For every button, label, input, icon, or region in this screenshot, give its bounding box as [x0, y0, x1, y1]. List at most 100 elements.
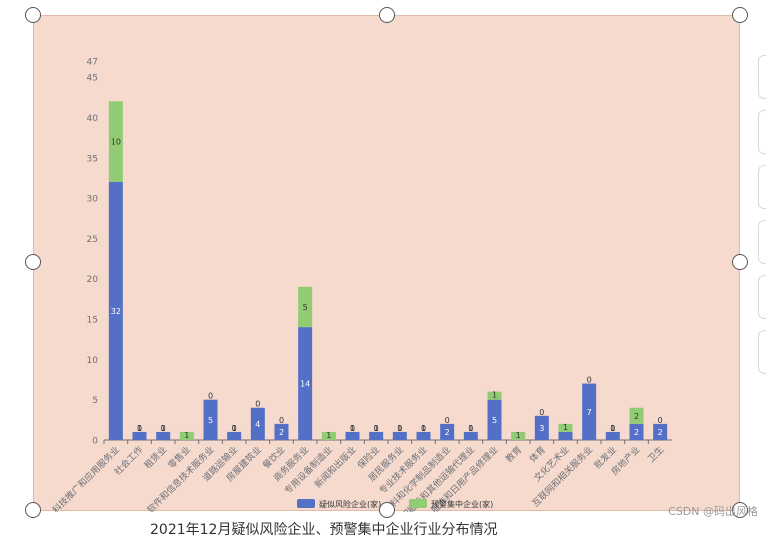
- bar-16-series-2: [487, 391, 502, 400]
- data-label-series-2: 0: [587, 376, 592, 385]
- toolbar-button-1[interactable]: [758, 55, 766, 99]
- bar-7-series-1: [274, 423, 289, 440]
- toolbar-button-3[interactable]: [758, 165, 766, 209]
- y-tick-label: 5: [92, 396, 98, 406]
- data-label-series-1: 1: [421, 424, 426, 433]
- data-label-series-2: 2: [634, 412, 639, 421]
- data-label-series-1: 1: [350, 424, 355, 433]
- y-tick-label: 35: [87, 154, 98, 164]
- x-tick-label: 体育: [527, 444, 548, 465]
- bar-14-series-1: [440, 423, 455, 440]
- resize-handle-top-left[interactable]: [25, 7, 41, 23]
- bar-1-series-1: [132, 431, 147, 440]
- data-label-series-1: 1: [610, 424, 615, 433]
- y-tick-label: 20: [87, 275, 99, 285]
- bar-22-series-1: [629, 423, 644, 440]
- x-tick-label: 教育: [503, 444, 524, 465]
- data-label-series-2: 0: [610, 424, 615, 433]
- bar-8-series-2: [298, 286, 313, 328]
- data-label-series-2: 0: [445, 416, 450, 425]
- y-tick-label: 25: [87, 235, 98, 245]
- bar-12-series-1: [392, 431, 407, 440]
- y-tick-label: 15: [87, 316, 98, 326]
- bar-9-series-2: [321, 431, 336, 440]
- bar-8-series-1: [298, 327, 313, 440]
- data-label-series-1: 1: [397, 424, 402, 433]
- data-label-series-1: 1: [137, 424, 142, 433]
- data-label-series-2: 0: [658, 416, 663, 425]
- bar-20-series-1: [582, 383, 597, 440]
- data-label-series-2: 0: [468, 424, 473, 433]
- data-label-series-2: 1: [184, 431, 189, 440]
- data-label-series-1: 2: [445, 428, 450, 437]
- y-tick-label: 40: [87, 114, 99, 124]
- data-label-series-2: 0: [397, 424, 402, 433]
- bar-10-series-1: [345, 431, 360, 440]
- bar-chart: 051015202530354045473210科技推广和应用服务业10社会工作…: [50, 58, 672, 512]
- bar-21-series-1: [605, 431, 620, 440]
- data-label-series-2: 0: [374, 424, 379, 433]
- bar-0-series-1: [108, 181, 123, 440]
- legend-label-series-1: 疑似风险企业(家): [319, 499, 381, 509]
- x-tick-label: 租赁业: [142, 444, 170, 472]
- bar-6-series-1: [250, 407, 265, 440]
- data-label-series-2: 0: [232, 424, 237, 433]
- data-label-series-2: 0: [421, 424, 426, 433]
- resize-handle-bottom-right[interactable]: [732, 502, 748, 518]
- bar-11-series-1: [369, 431, 384, 440]
- data-label-series-1: 3: [539, 424, 544, 433]
- bar-3-series-2: [179, 431, 194, 440]
- chart-canvas[interactable]: 0 5 10 15 20 25 30 35 40 45 47 32 10 科技推广和应用服务业 1 0 社会工作…: [33, 15, 740, 512]
- toolbar-button-2[interactable]: [758, 110, 766, 154]
- data-label-series-1: 5: [492, 416, 497, 425]
- toolbar-button-4[interactable]: [758, 220, 766, 264]
- legend-swatch-series-1: [297, 499, 315, 508]
- bar-13-series-1: [416, 431, 431, 440]
- y-tick-label: 45: [87, 74, 98, 84]
- y-tick-label: 0: [92, 437, 98, 447]
- data-label-series-1: 2: [279, 428, 284, 437]
- side-toolbar: [758, 55, 766, 375]
- data-label-series-1: 2: [658, 428, 663, 437]
- bar-15-series-1: [463, 431, 478, 440]
- data-label-series-1: 32: [111, 307, 121, 316]
- y-tick-label: 30: [87, 195, 99, 205]
- resize-handle-bottom-middle[interactable]: [379, 502, 395, 518]
- y-tick-label: 47: [87, 58, 98, 68]
- toolbar-button-6[interactable]: [758, 330, 766, 374]
- data-label-series-1: 1: [468, 424, 473, 433]
- data-label-series-2: 1: [326, 431, 331, 440]
- resize-handle-top-middle[interactable]: [379, 7, 395, 23]
- figure-caption: 2021年12月疑似风险企业、预警集中企业行业分布情况: [150, 522, 498, 538]
- data-label-series-2: 1: [563, 423, 568, 432]
- data-label-series-1: 1: [374, 424, 379, 433]
- data-label-series-2: 0: [161, 424, 166, 433]
- data-label-series-2: 1: [516, 431, 521, 440]
- data-label-series-2: 0: [350, 424, 355, 433]
- resize-handle-bottom-left[interactable]: [25, 502, 41, 518]
- resize-handle-middle-right[interactable]: [732, 254, 748, 270]
- data-label-series-2: 10: [111, 138, 121, 147]
- bar-2-series-1: [156, 431, 171, 440]
- y-tick-label: 10: [87, 356, 99, 366]
- resize-handle-top-right[interactable]: [732, 7, 748, 23]
- bar-5-series-1: [227, 431, 242, 440]
- legend-swatch-series-2: [409, 499, 427, 508]
- bar-19-series-1: [558, 431, 573, 440]
- data-label-series-1: 1: [161, 424, 166, 433]
- data-label-series-1: 2: [634, 428, 639, 437]
- data-label-series-1: 1: [232, 424, 237, 433]
- data-label-series-2: 0: [208, 392, 213, 401]
- toolbar-button-5[interactable]: [758, 275, 766, 319]
- legend-label-series-2: 预警集中企业(家): [431, 499, 493, 509]
- bar-16-series-1: [487, 399, 502, 440]
- data-label-series-1: 5: [208, 416, 213, 425]
- bar-0-series-2: [108, 101, 123, 182]
- x-tick-label: 卫生: [645, 444, 666, 465]
- data-label-series-1: 7: [587, 408, 592, 417]
- data-label-series-2: 0: [279, 416, 284, 425]
- data-label-series-2: 0: [255, 400, 260, 409]
- data-label-series-2: 5: [303, 303, 308, 312]
- x-tick-label: 科技推广和应用服务业: [50, 444, 122, 512]
- resize-handle-middle-left[interactable]: [25, 254, 41, 270]
